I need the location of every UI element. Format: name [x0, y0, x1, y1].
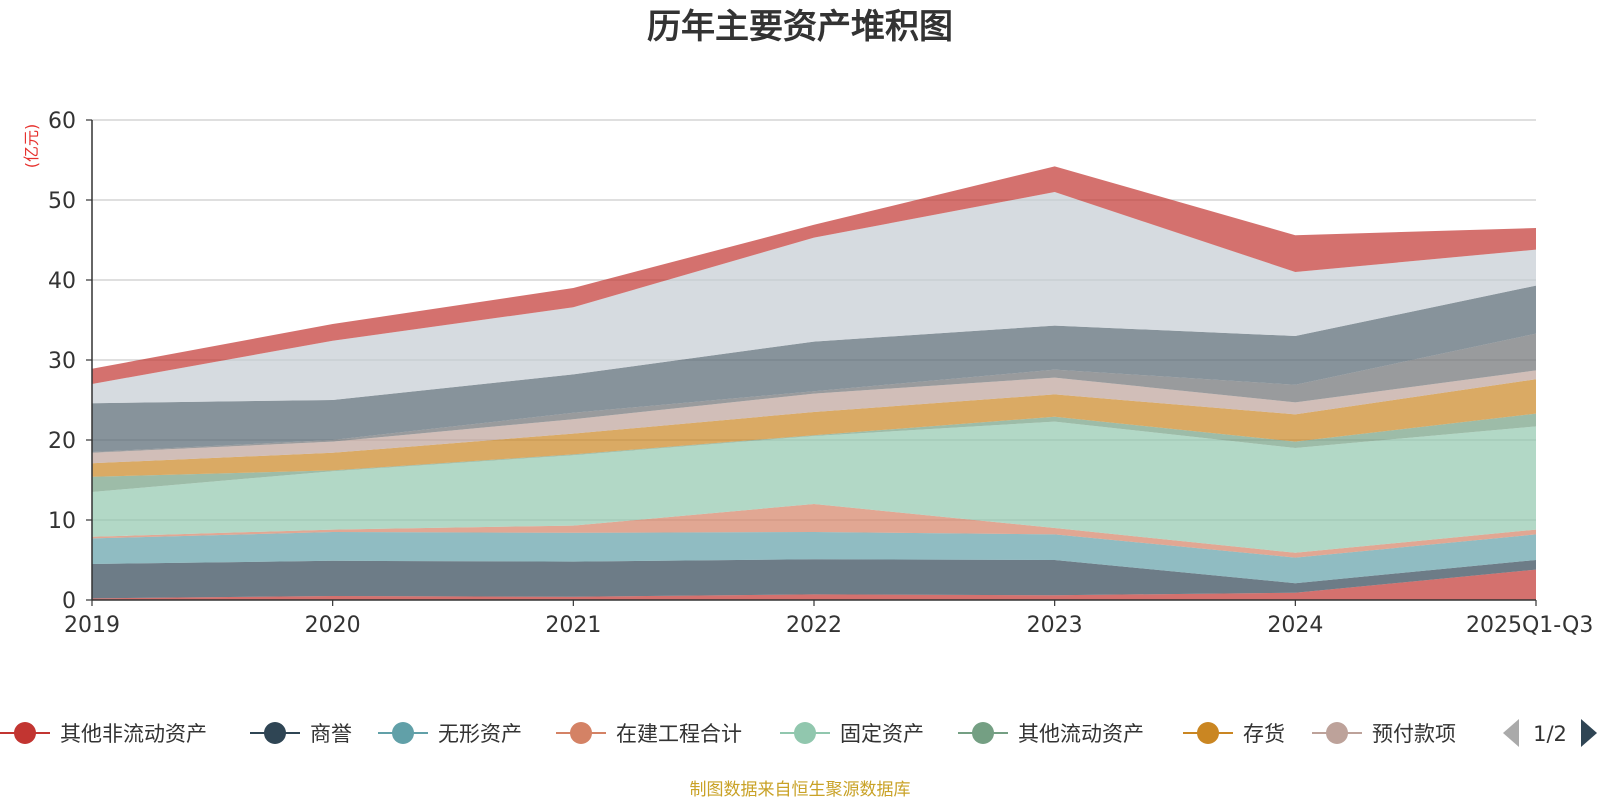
y-tick-label: 0: [62, 589, 76, 614]
area-series-2: [92, 532, 1536, 584]
data-source-footer: 制图数据来自恒生聚源数据库: [690, 780, 911, 800]
legend-prev-page-icon[interactable]: [1503, 719, 1519, 747]
area-series-5: [92, 413, 1536, 492]
legend-label: 预付款项: [1372, 722, 1456, 746]
legend: 其他非流动资产 商誉 无形资产 在建工程合计 固定资产 其他流动资产 存货 预付款项 1/2: [0, 719, 1597, 747]
legend-marker-icon: [14, 722, 36, 744]
area-series-11: [92, 166, 1536, 384]
area-series-0: [92, 569, 1536, 600]
legend-item[interactable]: 在建工程合计: [556, 722, 742, 746]
area-series-9: [92, 285, 1536, 452]
chart-title: 历年主要资产堆积图: [647, 7, 953, 47]
area-series-6: [92, 379, 1536, 477]
x-tick-label: 2023: [1027, 613, 1083, 638]
legend-marker-icon: [1326, 722, 1348, 744]
legend-marker-icon: [1197, 722, 1219, 744]
legend-label: 其他流动资产: [1018, 722, 1144, 746]
area-series-4: [92, 421, 1536, 553]
x-tick-label: 2022: [786, 613, 842, 638]
legend-item[interactable]: 其他非流动资产: [0, 722, 207, 746]
legend-marker-icon: [570, 722, 592, 744]
legend-item[interactable]: 固定资产: [780, 722, 924, 746]
x-tick-label: 2025Q1-Q3: [1466, 613, 1593, 638]
legend-label: 固定资产: [840, 722, 924, 746]
stacked-areas: [92, 166, 1536, 600]
area-series-8: [92, 333, 1536, 453]
legend-label: 无形资产: [438, 722, 522, 746]
legend-item[interactable]: 商誉: [250, 722, 352, 746]
x-tick-label: 2019: [64, 613, 120, 638]
axes: 0 10 20 30 40 50 60 2019 2020 2021 2022 2023 2024 202…: [48, 109, 1593, 638]
area-series-1: [92, 559, 1536, 599]
y-tick-label: 20: [48, 429, 76, 454]
legend-item[interactable]: 无形资产: [378, 722, 522, 746]
legend-label: 在建工程合计: [616, 722, 742, 746]
area-series-7: [92, 370, 1536, 464]
y-tick-label: 10: [48, 509, 76, 534]
legend-marker-icon: [392, 722, 414, 744]
y-axis-unit-label: (亿元): [22, 124, 41, 169]
legend-marker-icon: [264, 722, 286, 744]
legend-marker-icon: [972, 722, 994, 744]
legend-page-indicator: 1/2: [1533, 722, 1567, 746]
legend-item[interactable]: 其他流动资产: [958, 722, 1144, 746]
y-tick-label: 60: [48, 109, 76, 134]
y-tick-label: 30: [48, 349, 76, 374]
legend-label: 存货: [1243, 722, 1285, 746]
legend-item[interactable]: 预付款项: [1312, 722, 1456, 746]
x-tick-label: 2021: [545, 613, 601, 638]
y-tick-label: 40: [48, 269, 76, 294]
legend-item[interactable]: 存货: [1183, 722, 1285, 746]
area-series-3: [92, 504, 1536, 558]
legend-label: 其他非流动资产: [60, 722, 207, 746]
legend-label: 商誉: [310, 722, 352, 746]
x-tick-label: 2020: [305, 613, 361, 638]
x-tick-label: 2024: [1267, 613, 1323, 638]
area-series-10: [92, 192, 1536, 404]
y-tick-label: 50: [48, 189, 76, 214]
legend-next-page-icon[interactable]: [1581, 719, 1597, 747]
legend-marker-icon: [794, 722, 816, 744]
